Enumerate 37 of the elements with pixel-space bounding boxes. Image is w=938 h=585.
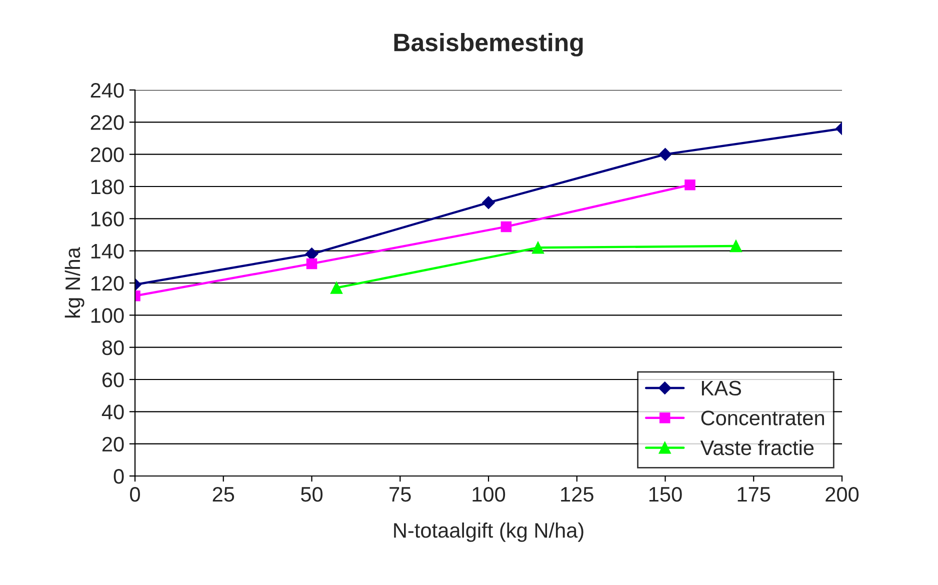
y-tick-label: 140 [91, 244, 124, 259]
y-tick-label: 180 [91, 180, 124, 194]
point [482, 196, 495, 209]
x-tick-label: 200 [826, 486, 859, 502]
x-tick-label: 150 [649, 486, 682, 502]
x-tick-label: 25 [212, 486, 234, 502]
y-tick-label: 100 [91, 308, 124, 323]
y-tick-label: 220 [90, 115, 124, 130]
y-tick-label: 40 [102, 404, 124, 420]
x-tick-label: 100 [472, 486, 506, 502]
chart-title: Basisbemesting [394, 32, 583, 56]
legend-label: KAS [702, 380, 741, 396]
x-tick-label: 175 [738, 487, 770, 502]
point [305, 248, 318, 260]
x-tick-label: 125 [561, 486, 594, 502]
y-tick-label: 60 [102, 372, 124, 388]
y-tick-label: 240 [90, 83, 124, 98]
legend-label: Vaste fractie [700, 440, 814, 456]
y-tick-label: 80 [102, 340, 124, 356]
y-tick-label: 0 [114, 469, 124, 484]
x-axis-title: N-totaalgift (kg N/ha) [394, 522, 584, 542]
point [658, 148, 672, 161]
point [500, 221, 512, 232]
x-tick-label: 50 [301, 486, 323, 502]
y-tick-label: 160 [91, 212, 124, 226]
y-tick-label: 120 [91, 276, 124, 291]
y-tick-label: 200 [90, 147, 124, 162]
point [532, 242, 544, 254]
point [684, 180, 696, 190]
point [730, 240, 742, 252]
point [330, 282, 343, 294]
legend-label: Concentraten [701, 410, 824, 426]
point [306, 258, 318, 270]
x-tick-label: 0 [130, 486, 140, 502]
x-tick-label: 75 [390, 487, 411, 502]
y-tick-label: 20 [102, 436, 124, 452]
y-axis-title: kg N/ha [64, 247, 84, 318]
